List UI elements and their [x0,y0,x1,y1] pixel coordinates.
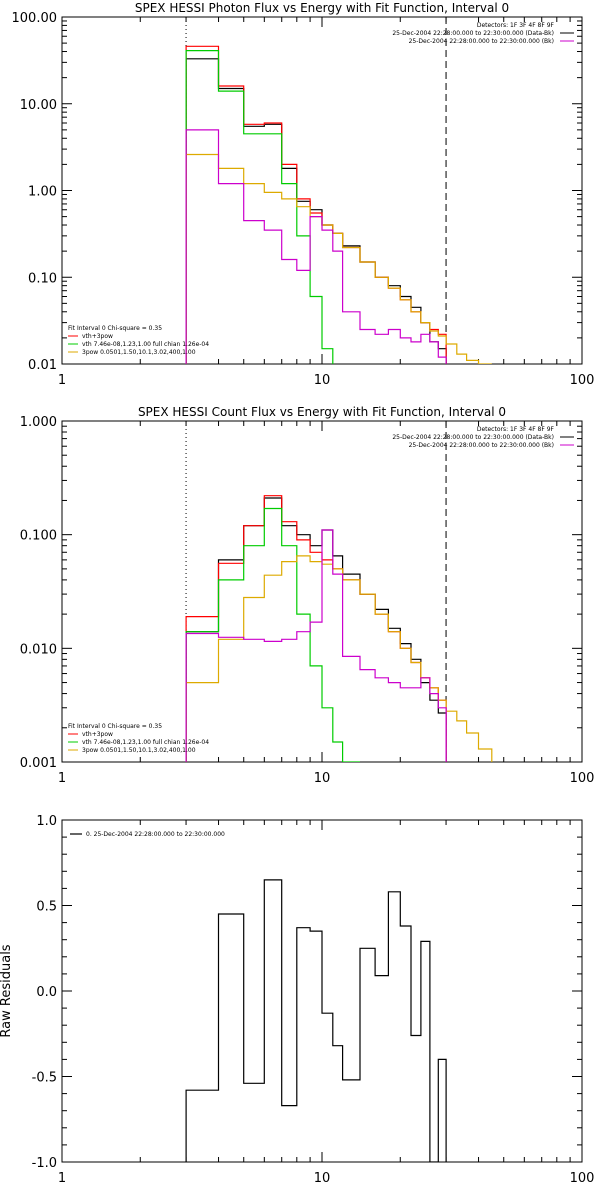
legend-top-text: 25-Dec-2004 22:28:00.000 to 22:30:00.000… [392,30,554,37]
series-group [185,495,493,762]
legend-top-text: Detectors: 1F 3F 4F 8F 9F [477,22,555,29]
series-group [185,879,447,1162]
series-vth-3pow [185,495,447,762]
x-tick-label: 10 [314,771,331,786]
y-tick-label: 100.00 [12,11,58,26]
y-tick-label: 1.000 [20,415,57,430]
legend-bottom-text: vth+3pow [82,731,113,738]
series-vth [185,50,344,364]
y-tick-label: 0.100 [20,529,57,544]
chart-title: SPEX HESSI Count Flux vs Energy with Fit… [138,405,506,419]
chart-title: SPEX HESSI Photon Flux vs Energy with Fi… [135,1,509,15]
y-tick-label: 10.00 [20,98,57,113]
x-tick-label: 1 [58,373,66,388]
series-data-bk [185,58,447,364]
x-axis: 1 10 100 [58,17,595,388]
y-tick-label: 1.0 [36,814,57,829]
x-axis: 1 10 100 [58,421,595,786]
x-tick-label: 100 [570,771,595,786]
x-tick-label: 1 [58,771,66,786]
series-residuals [185,879,447,1162]
y-tick-label: -0.5 [32,1071,57,1086]
legend-bottom-text: 3pow 0.0501,1.50,10.1,3.02,400,1.00 [82,747,196,754]
series-3pow [185,555,493,762]
legend-bottom-text: Fit Interval 0 Chi-square = 0.35 [68,723,162,730]
legend-top-text: 25-Dec-2004 22:28:00.000 to 22:30:00.000… [409,442,554,449]
series-bk [185,129,447,364]
legend-bottom-text: vth 7.46e-08,1.23,1.00 full chian 1.26e-… [82,739,209,746]
y-tick-label: -1.0 [32,1156,57,1171]
series-group [185,45,492,364]
series-vth-3pow [185,45,447,364]
y-tick-label: 1.00 [28,185,57,200]
y-tick-label: 0.10 [28,271,57,286]
series-bk [185,529,447,762]
chart-panel-1: SPEX HESSI Photon Flux vs Energy with Fi… [12,1,595,388]
chart-panel-2: SPEX HESSI Count Flux vs Energy with Fit… [20,405,595,786]
y-axis-label: Raw Residuals [0,944,14,1037]
legend-top-text: 25-Dec-2004 22:28:00.000 to 22:30:00.000… [392,434,554,441]
series-vth [185,507,360,762]
y-axis: 1.000 0.100 0.010 0.001 [20,415,582,771]
y-axis: 1.0 0.5 0.0 -0.5 -1.0 [32,814,582,1171]
x-tick-label: 100 [570,373,595,388]
legend-text: 0. 25-Dec-2004 22:28:00.000 to 22:30:00.… [86,831,225,838]
x-tick-label: 100 [570,1171,595,1186]
x-tick-label: 10 [314,373,331,388]
legend-bottom-text: vth+3pow [82,333,113,340]
legend-top-text: Detectors: 1F 3F 4F 8F 9F [477,426,555,433]
y-tick-label: 0.001 [20,756,57,771]
legend-bottom-text: vth 7.46e-08,1.23,1.00 full chian 1.26e-… [82,341,209,348]
y-axis: 100.00 10.00 1.00 0.10 0.01 [12,11,582,373]
chart-panel-3: 1 10 100 1.0 0.5 0.0 -0.5 -1.0 Raw Residuals 0. 2… [0,814,594,1186]
x-tick-label: 1 [58,1171,66,1186]
series-data-bk [185,497,447,762]
legend-bottom-text: Fit Interval 0 Chi-square = 0.35 [68,325,162,332]
y-tick-label: 0.5 [36,900,57,915]
x-tick-label: 10 [314,1171,331,1186]
legend-top-text: 25-Dec-2004 22:28:00.000 to 22:30:00.000… [409,38,554,45]
series-3pow [185,153,492,364]
y-tick-label: 0.010 [20,642,57,657]
y-tick-label: 0.01 [28,358,57,373]
x-axis: 1 10 100 [58,820,595,1186]
legend-bottom-text: 3pow 0.0501,1.50,10.1,3.02,400,1.00 [82,349,196,356]
y-tick-label: 0.0 [36,985,57,1000]
